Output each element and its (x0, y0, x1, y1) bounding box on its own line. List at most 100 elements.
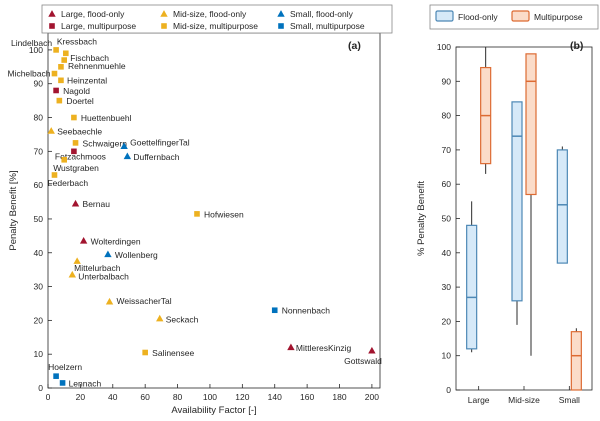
y-tick-label: 60 (34, 180, 44, 190)
point-label-heinzental: Heinzental (67, 75, 107, 85)
y-tick-label: 10 (34, 349, 44, 359)
scatter-point-nonnenbach (271, 307, 278, 314)
scatter-point-seckach (156, 314, 164, 322)
point-label-mittelurbach: Mittelurbach (74, 263, 121, 273)
x-tick-label: 20 (76, 392, 86, 402)
x-tick-label: 160 (300, 392, 314, 402)
point-label-wolterdingen: Wolterdingen (91, 236, 141, 246)
scatter-point-rehnenmuehle (58, 64, 64, 70)
y-tick-label: 50 (34, 214, 44, 224)
x-tick-label: 140 (268, 392, 282, 402)
legend-label-mid-size-multipurpose: Mid-size, multipurpose (173, 21, 258, 31)
panel-a-legend-box (41, 4, 393, 34)
point-label-seckach: Seckach (166, 315, 199, 325)
y-tick-label: 10 (442, 351, 452, 361)
scatter-point-mittlereskinzig (287, 343, 295, 351)
x-category-label-large: Large (468, 395, 490, 405)
panel-b-box-plot: 0 10 20 30 40 50 60 70 80 90 100 Large Mid-size Small… (416, 4, 599, 405)
y-tick-label: 40 (442, 248, 452, 258)
x-category-label-small: Small (559, 395, 580, 405)
box-flood-mid-size (511, 101, 523, 302)
point-label-wollenberg: Wollenberg (115, 250, 158, 260)
legend-label-small-flood-only: Small, flood-only (290, 9, 354, 19)
box-flood-small (556, 149, 568, 264)
x-tick-label: 100 (203, 392, 217, 402)
scatter-point-lindelbach (53, 47, 59, 53)
x-tick-label: 40 (108, 392, 118, 402)
y-tick-label: 0 (446, 385, 451, 395)
scatter-point-fetzachmoos (71, 148, 77, 155)
point-label-mittlereskinzig: MittleresKinzig (296, 343, 352, 353)
scatter-point-seebaechle (47, 127, 55, 134)
y-tick-label: 80 (34, 113, 44, 123)
scatter-point-bernau (71, 199, 80, 207)
point-label-fischbach: Fischbach (70, 53, 109, 63)
scatter-point-wolterdingen (79, 237, 88, 244)
scatter-point-weissachertal (105, 297, 114, 305)
y-tick-label: 50 (442, 214, 452, 224)
point-label-bernau: Bernau (83, 199, 111, 209)
legend-swatch-flood-only (435, 10, 454, 22)
point-label-nonnenbach: Nonnenbach (282, 306, 330, 316)
x-tick-label: 0 (46, 392, 51, 402)
y-tick-label: 60 (442, 179, 452, 189)
point-label-hofwiesen: Hofwiesen (204, 209, 244, 219)
legend-label-large-multipurpose: Large, multipurpose (61, 21, 136, 31)
y-tick-label: 30 (34, 282, 44, 292)
x-tick-label: 200 (365, 392, 379, 402)
x-category-label-mid-size: Mid-size (508, 395, 540, 405)
point-label-schwaigern: Schwaigern (83, 138, 128, 148)
legend-marker-large-flood-only (48, 10, 56, 17)
panel-a-x-axis-label: Availability Factor [-] (171, 405, 256, 416)
scatter-point-lennach (59, 380, 66, 386)
x-tick-label: 180 (332, 392, 346, 402)
x-tick-label: 60 (140, 392, 150, 402)
point-label-huettenbuehl: Huettenbuehl (81, 113, 132, 123)
point-label-michelbach: Michelbach (7, 69, 50, 79)
panel-a-scatter-plot: 0 20 40 60 80 100 120 140 160 180 200 0 10 20 30 40 50 60… (7, 4, 393, 416)
y-tick-label: 100 (437, 42, 451, 52)
scatter-point-hoelzern (53, 373, 59, 379)
box-flood-large (466, 224, 478, 350)
panel-a-tag: (a) (348, 40, 361, 52)
scatter-point-hofwiesen (194, 211, 200, 217)
scatter-point-doertel (56, 97, 63, 104)
y-tick-label: 90 (442, 76, 452, 86)
point-label-seebaechle: Seebaechle (57, 127, 102, 137)
legend-label-flood-only: Flood-only (458, 12, 498, 22)
scatter-point-mittelurbach (73, 257, 81, 264)
legend-marker-small-flood-only (277, 10, 285, 17)
y-tick-label: 80 (442, 111, 452, 121)
y-tick-label: 20 (442, 316, 452, 326)
legend-marker-small-multipurpose (278, 23, 284, 29)
y-tick-label: 20 (34, 315, 44, 325)
point-label-unterbalbach: Unterbalbach (78, 272, 129, 282)
point-label-hoelzern: Hoelzern (48, 362, 82, 372)
scatter-point-duffernbach (123, 152, 132, 160)
y-tick-label: 90 (34, 79, 44, 89)
x-tick-label: 120 (235, 392, 249, 402)
point-label-doertel: Doertel (66, 96, 94, 106)
scatter-point-gottswald (368, 346, 376, 354)
legend-label-small-multipurpose: Small, multipurpose (290, 21, 365, 31)
scatter-point-schwaigern (72, 140, 79, 146)
point-label-salinensee: Salinensee (152, 348, 194, 358)
scatter-point-kressbach (63, 50, 69, 57)
legend-label-mid-size-flood-only: Mid-size, flood-only (173, 9, 247, 19)
scatter-point-goettelfingertal (120, 142, 128, 149)
scatter-point-michelbach (51, 70, 58, 77)
point-label-lindelbach: Lindelbach (11, 38, 52, 48)
point-label-gottswald: Gottswald (344, 356, 382, 366)
y-tick-label: 100 (29, 45, 43, 55)
panel-a-y-axis-label: Penalty Benefit [%] (8, 170, 19, 250)
point-label-wustgraben: Wustgraben (53, 163, 99, 173)
x-tick-label: 80 (173, 392, 183, 402)
y-tick-label: 70 (34, 146, 44, 156)
legend-label-multipurpose: Multipurpose (534, 12, 583, 22)
scatter-point-wollenberg (104, 250, 112, 258)
point-label-duffernbach: Duffernbach (133, 152, 179, 162)
point-label-federbach: Federbach (47, 178, 88, 188)
scatter-point-wustgraben (61, 156, 67, 163)
legend-marker-mid-size-flood-only (160, 10, 168, 17)
scatter-point-nagold (53, 87, 59, 94)
